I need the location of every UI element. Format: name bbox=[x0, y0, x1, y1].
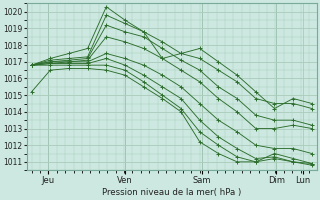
X-axis label: Pression niveau de la mer( hPa ): Pression niveau de la mer( hPa ) bbox=[102, 188, 241, 197]
